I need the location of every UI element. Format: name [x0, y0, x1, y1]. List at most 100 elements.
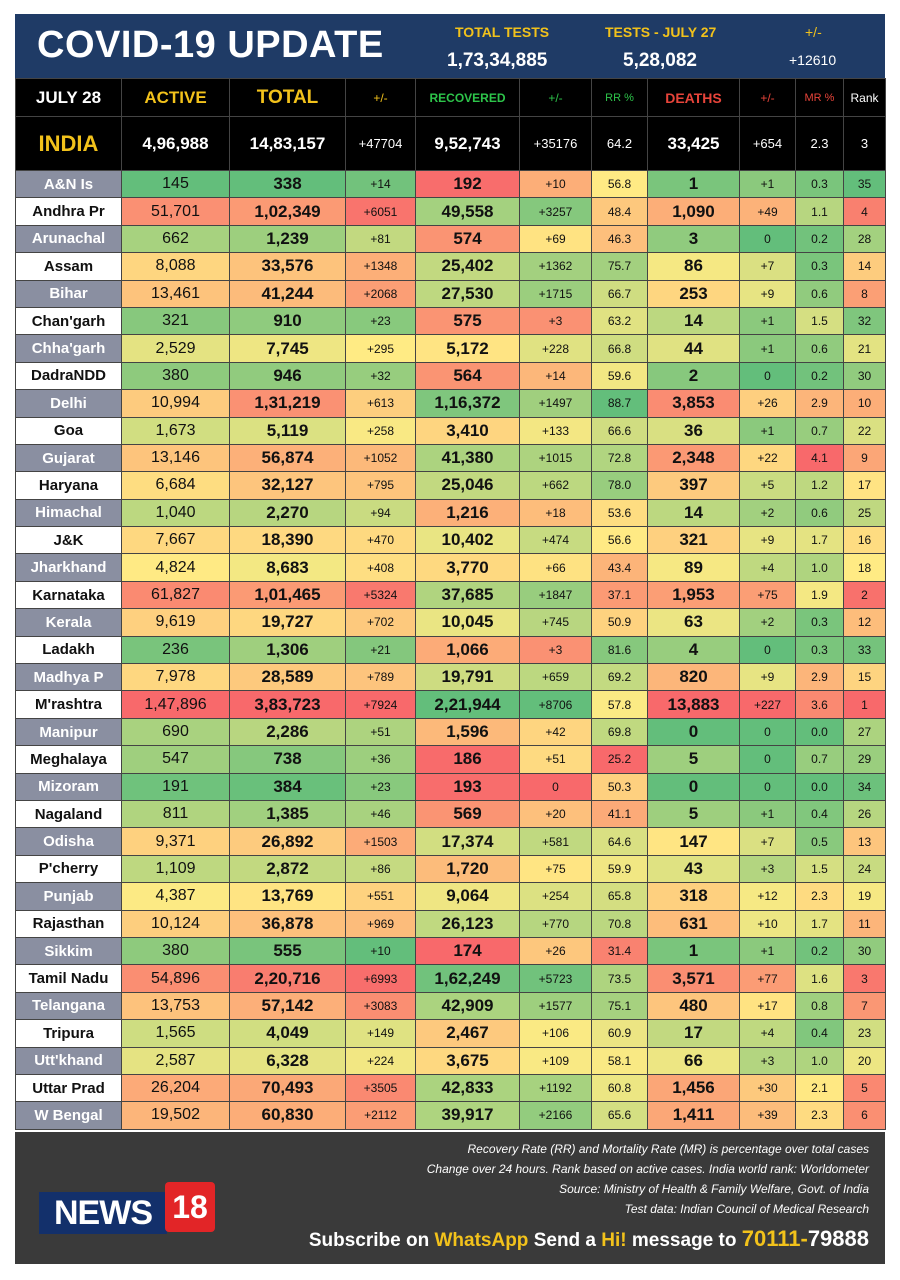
cell-name: P'cherry — [15, 854, 122, 884]
cell-recovered: 193 — [415, 772, 520, 801]
state-row: Goa 1,673 5,119 +258 3,410 +133 66.6 36 +1 0.7 22 — [15, 416, 886, 445]
subscribe-line: Subscribe on WhatsApp Send a Hi! message… — [309, 1226, 869, 1252]
cell-recovered: 3,675 — [415, 1046, 520, 1075]
cell-mr: 1.6 — [795, 964, 844, 993]
cell-rank: 12 — [843, 608, 886, 637]
india-rank: 3 — [843, 116, 886, 171]
cell-deaths-change: +1 — [739, 936, 796, 966]
cell-active: 145 — [121, 169, 230, 199]
cell-rr: 46.3 — [591, 224, 648, 254]
logo-18-badge: 18 — [165, 1182, 215, 1232]
state-row: Nagaland 811 1,385 +46 569 +20 41.1 5 +1 0.4 26 — [15, 799, 886, 829]
india-name: INDIA — [15, 116, 122, 171]
cell-recovered-change: +474 — [519, 526, 592, 555]
cell-mr: 0.2 — [795, 936, 844, 966]
cell-total-change: +795 — [345, 471, 416, 500]
cell-rr: 69.2 — [591, 663, 648, 692]
cell-rr: 50.3 — [591, 772, 648, 801]
state-row: J&K 7,667 18,390 +470 10,402 +474 56.6 321 +9 1.7… — [15, 526, 886, 555]
tests-day-label: TESTS - JULY 27 — [605, 24, 717, 40]
cell-recovered: 19,791 — [415, 663, 520, 692]
rank-header: Rank — [843, 78, 886, 117]
state-row: Rajasthan 10,124 36,878 +969 26,123 +770 70.8 6… — [15, 909, 886, 938]
cell-recovered: 5,172 — [415, 334, 520, 363]
cell-recovered-change: +26 — [519, 936, 592, 966]
cell-rr: 65.8 — [591, 882, 648, 911]
cell-deaths-change: 0 — [739, 224, 796, 254]
cell-name: Telangana — [15, 991, 122, 1021]
cell-recovered-change: +42 — [519, 717, 592, 747]
cell-recovered: 575 — [415, 306, 520, 336]
cell-rr: 60.9 — [591, 1019, 648, 1048]
cell-total-change: +14 — [345, 169, 416, 199]
state-row: Tripura 1,565 4,049 +149 2,467 +106 60.9 17 +4 0.… — [15, 1019, 886, 1048]
cell-total: 1,306 — [229, 635, 346, 665]
cell-rank: 24 — [843, 854, 886, 884]
india-deaths-change: +654 — [739, 116, 796, 171]
cell-deaths-change: +227 — [739, 690, 796, 719]
cell-active: 380 — [121, 361, 230, 391]
india-rr: 64.2 — [591, 116, 648, 171]
cell-active: 1,565 — [121, 1019, 230, 1048]
cell-rank: 30 — [843, 361, 886, 391]
cell-recovered: 39,917 — [415, 1101, 520, 1130]
cell-mr: 0.6 — [795, 498, 844, 528]
cell-rr: 37.1 — [591, 580, 648, 610]
cell-rank: 22 — [843, 416, 886, 445]
cell-name: Madhya P — [15, 663, 122, 692]
cell-active: 61,827 — [121, 580, 230, 610]
rr-header: RR % — [591, 78, 648, 117]
cell-name: Kerala — [15, 608, 122, 637]
cell-recovered: 17,374 — [415, 827, 520, 856]
state-row: Assam 8,088 33,576 +1348 25,402 +1362 75.7 86 +7… — [15, 252, 886, 281]
cell-total-change: +32 — [345, 361, 416, 391]
cell-total: 1,01,465 — [229, 580, 346, 610]
phone-number-part2: 79888 — [807, 1226, 869, 1251]
cell-recovered: 1,066 — [415, 635, 520, 665]
date-header: JULY 28 — [15, 78, 122, 117]
state-data-table: JULY 28 ACTIVE TOTAL +/- RECOVERED +/- R… — [15, 78, 886, 1130]
cell-name: A&N Is — [15, 169, 122, 199]
cell-total: 384 — [229, 772, 346, 801]
cell-name: Mizoram — [15, 772, 122, 801]
cell-active: 7,667 — [121, 526, 230, 555]
cell-deaths-change: +3 — [739, 1046, 796, 1075]
cell-rr: 56.6 — [591, 526, 648, 555]
total-tests-value: 1,73,34,885 — [447, 50, 548, 71]
state-row: Gujarat 13,146 56,874 +1052 41,380 +1015 72.8 2… — [15, 443, 886, 473]
cell-recovered: 41,380 — [415, 443, 520, 473]
cell-deaths: 318 — [647, 882, 740, 911]
cell-rr: 70.8 — [591, 909, 648, 938]
cell-rr: 75.1 — [591, 991, 648, 1021]
state-row: Manipur 690 2,286 +51 1,596 +42 69.8 0 0 0.0 27 — [15, 717, 886, 747]
state-row: Ladakh 236 1,306 +21 1,066 +3 81.6 4 0 0.3 33 — [15, 635, 886, 665]
cell-recovered: 1,216 — [415, 498, 520, 528]
tests-change-value: +12610 — [789, 52, 837, 68]
cell-total-change: +46 — [345, 799, 416, 829]
cell-recovered: 1,596 — [415, 717, 520, 747]
cell-rr: 57.8 — [591, 690, 648, 719]
cell-deaths-change: +12 — [739, 882, 796, 911]
cell-deaths-change: +2 — [739, 608, 796, 637]
cell-total-change: +1503 — [345, 827, 416, 856]
cell-recovered-change: +8706 — [519, 690, 592, 719]
cell-name: Karnataka — [15, 580, 122, 610]
cell-rr: 72.8 — [591, 443, 648, 473]
cell-recovered: 1,16,372 — [415, 389, 520, 418]
cell-recovered-change: 0 — [519, 772, 592, 801]
cell-recovered-change: +1192 — [519, 1073, 592, 1103]
cell-recovered: 26,123 — [415, 909, 520, 938]
cell-recovered-change: +69 — [519, 224, 592, 254]
cell-rank: 18 — [843, 553, 886, 582]
cell-deaths: 5 — [647, 799, 740, 829]
cell-recovered: 1,62,249 — [415, 964, 520, 993]
cell-rr: 65.6 — [591, 1101, 648, 1130]
cell-total: 338 — [229, 169, 346, 199]
cell-active: 191 — [121, 772, 230, 801]
cell-deaths-change: +3 — [739, 854, 796, 884]
cell-total: 41,244 — [229, 279, 346, 308]
cell-active: 13,146 — [121, 443, 230, 473]
cell-mr: 0.8 — [795, 991, 844, 1021]
cell-deaths-change: +17 — [739, 991, 796, 1021]
cell-total-change: +6051 — [345, 197, 416, 226]
